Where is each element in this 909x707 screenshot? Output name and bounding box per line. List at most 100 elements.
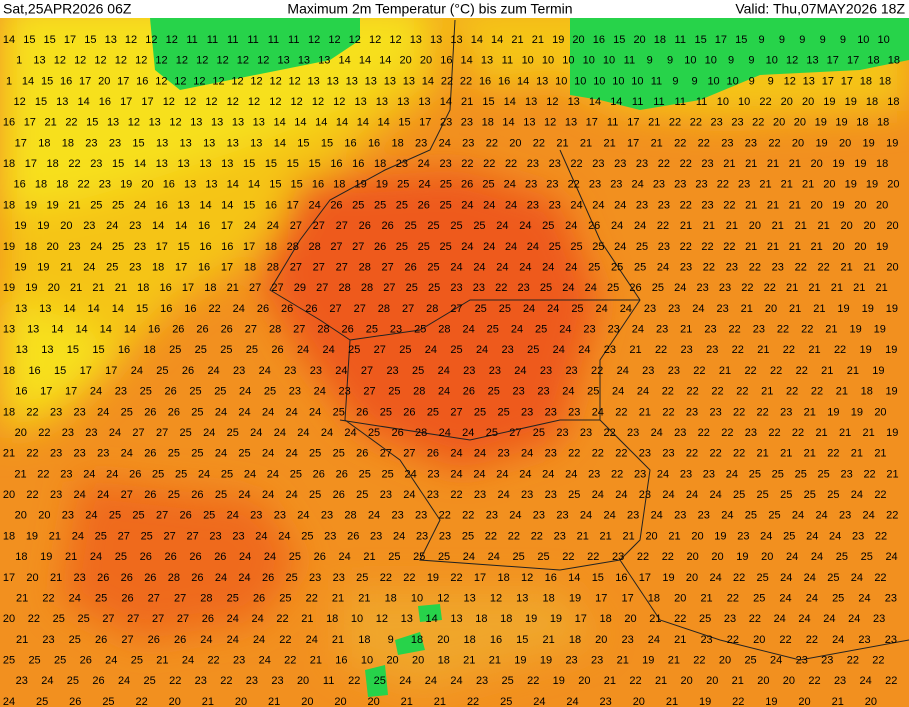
temperature-value: 23 [380,489,392,501]
temperature-value: 14 [471,34,483,46]
temperature-value: 21 [732,675,744,687]
temperature-value: 23 [391,510,403,522]
temperature-value: 19 [872,365,884,377]
temperature-value: 25 [634,261,646,273]
temperature-value: 25 [286,572,298,584]
temperature-value: 16 [3,117,15,129]
temperature-value: 24 [297,510,309,522]
temperature-value: 16 [163,179,175,191]
temperature-value: 17 [627,137,639,149]
temperature-value: 26 [359,220,371,232]
temperature-value: 25 [482,179,494,191]
temperature-value: 16 [352,158,364,170]
temperature-value: 1 [6,75,12,87]
temperature-value: 24 [121,448,133,460]
temperature-value: 15 [132,137,144,149]
temperature-value: 19 [815,137,827,149]
temperature-value: 16 [198,220,210,232]
temperature-value: 18 [374,158,386,170]
temperature-value: 23 [473,282,485,294]
temperature-value: 21 [543,634,555,646]
temperature-value: 14 [294,117,306,129]
temperature-value: 24 [335,365,347,377]
temperature-value: 24 [562,282,574,294]
temperature-value: 19 [886,137,898,149]
temperature-value: 27 [290,220,302,232]
temperature-value: 21 [719,365,731,377]
temperature-value: 25 [168,448,180,460]
temperature-value: 22 [135,696,147,707]
temperature-value: 24 [106,468,118,480]
temperature-value: 16 [330,158,342,170]
temperature-value: 25 [438,551,450,563]
temperature-value: 18 [888,55,900,67]
temperature-value: 21 [463,655,475,667]
temperature-value: 22 [533,137,545,149]
temperature-value: 26 [140,551,152,563]
temperature-value: 22 [450,572,462,584]
temperature-value: 22 [680,241,692,253]
temperature-value: 22 [703,261,715,273]
temperature-value: 25 [440,179,452,191]
temperature-value: 24 [259,365,271,377]
temperature-value: 22 [818,261,830,273]
temperature-value: 27 [174,592,186,604]
temperature-value: 25 [102,696,114,707]
temperature-value: 25 [611,261,623,273]
temperature-value: 23 [591,655,603,667]
temperature-value: 12 [231,75,243,87]
temperature-value: 25 [450,220,462,232]
temperature-value: 23 [726,261,738,273]
temperature-value: 12 [169,117,181,129]
temperature-value: 14 [221,199,233,211]
temperature-value: 18 [25,241,37,253]
temperature-value: 13 [403,75,415,87]
temperature-value: 17 [79,75,91,87]
temperature-value: 18 [876,158,888,170]
temperature-value: 24 [496,261,508,273]
temperature-value: 21 [832,696,844,707]
temperature-value: 25 [513,551,525,563]
temperature-value: 24 [542,261,554,273]
temperature-value: 24 [570,199,582,211]
temperature-value: 23 [527,199,539,211]
temperature-value: 17 [586,117,598,129]
temperature-value: 23 [537,386,549,398]
temperature-value: 28 [361,282,373,294]
temperature-value: 20 [645,530,657,542]
temperature-value: 22 [68,158,80,170]
temperature-value: 10 [878,34,890,46]
temperature-value: 16 [490,634,502,646]
temperature-value: 24 [709,489,721,501]
temperature-value: 19 [885,344,897,356]
temperature-value: 24 [134,199,146,211]
temperature-value: 23 [592,158,604,170]
temperature-value: 25 [607,282,619,294]
temperature-value: 25 [140,386,152,398]
temperature-value: 18 [35,179,47,191]
temperature-value: 24 [439,137,451,149]
temperature-value: 18 [482,117,494,129]
temperature-value: 22 [461,158,473,170]
temperature-value: 23 [636,158,648,170]
temperature-value: 24 [612,386,624,398]
temperature-value: 21 [3,448,15,460]
temperature-value: 23 [415,510,427,522]
temperature-value: 22 [770,365,782,377]
temperature-value: 23 [545,489,557,501]
temperature-value: 22 [505,158,517,170]
temperature-value: 24 [238,489,250,501]
temperature-value: 19 [862,303,874,315]
temperature-value: 14 [77,96,89,108]
temperature-value: 10 [411,592,423,604]
temperature-value: 24 [504,179,516,191]
temperature-value: 20 [578,675,590,687]
temperature-value: 21 [851,448,863,460]
temperature-value: 23 [674,179,686,191]
temperature-value: 21 [802,179,814,191]
temperature-value: 20 [802,96,814,108]
temperature-value: 21 [886,468,898,480]
temperature-value: 22 [629,675,641,687]
temperature-value: 18 [15,551,27,563]
temperature-value: 24 [662,489,674,501]
